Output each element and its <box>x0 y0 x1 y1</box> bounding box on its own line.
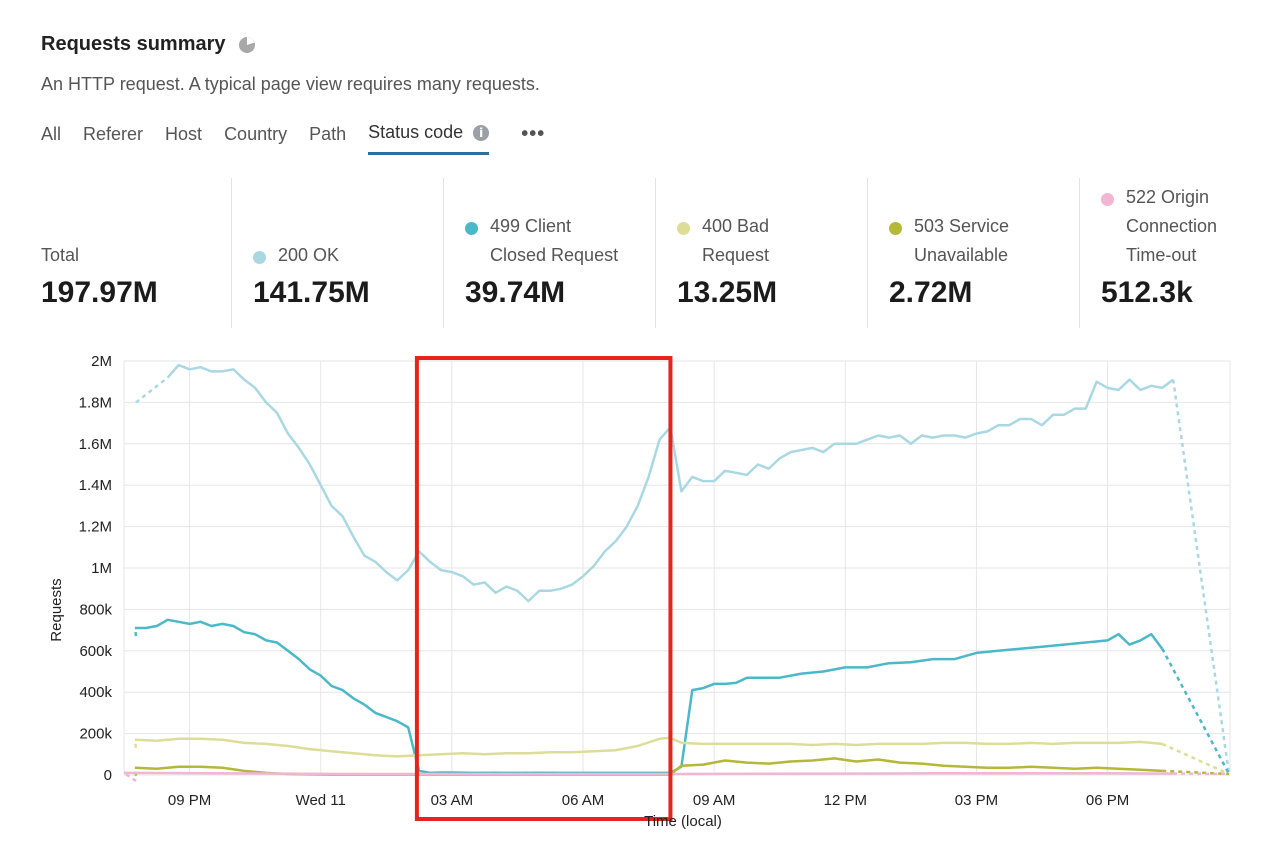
info-icon[interactable]: i <box>473 124 490 141</box>
stats-row: Total 197.97M 200 OK 141.75M 499 Client … <box>41 178 1241 328</box>
y-tick-label: 200k <box>79 726 112 743</box>
requests-line-chart[interactable]: 0 200k 400k 600k 800k 1M 1.2M 1.4M 1.6M 1.8M 2M 09… <box>0 340 1280 860</box>
tab-all[interactable]: All <box>41 123 62 144</box>
series-dash-end <box>1171 379 1231 775</box>
y-tick-label: 1.4M <box>79 477 112 494</box>
y-tick-label: 600k <box>79 643 112 660</box>
stat-499[interactable]: 499 Client Closed Request 39.74M <box>465 178 655 328</box>
stat-label-line: 200 OK <box>278 245 340 265</box>
stat-503[interactable]: 503 Service Unavailable 2.72M <box>889 178 1079 328</box>
tab-status-code[interactable]: Status code i <box>368 122 490 155</box>
x-tick-label: Wed 11 <box>296 792 346 809</box>
y-tick-label: 1.8M <box>79 394 112 411</box>
page-subtitle: An HTTP request. A typical page view req… <box>41 74 540 94</box>
stat-divider <box>443 178 444 328</box>
legend-dot <box>1101 193 1114 206</box>
series-lines <box>123 363 1231 782</box>
stat-label-line: Closed Request <box>490 245 619 265</box>
stat-divider <box>655 178 656 328</box>
more-options-icon[interactable]: ••• <box>521 122 546 145</box>
x-tick-label: 06 PM <box>1086 792 1129 809</box>
series-dash-start <box>133 627 138 637</box>
stat-value: 13.25M <box>677 276 778 309</box>
series-dash-end <box>1161 742 1230 776</box>
page-title: Requests summary <box>41 33 226 55</box>
stat-label-line: Time-out <box>1126 245 1197 265</box>
x-tick-label: 12 PM <box>824 792 867 809</box>
chart-title-row: Requests summary <box>41 33 256 56</box>
y-axis: 0 200k 400k 600k 800k 1M 1.2M 1.4M 1.6M 1.8M 2M <box>79 353 113 784</box>
x-axis-title: Time (local) <box>644 813 722 830</box>
stat-522[interactable]: 522 Origin Connection Time-out 512.3k <box>1101 178 1251 328</box>
y-tick-label: 1M <box>91 560 112 577</box>
stat-label-line: Request <box>702 245 770 265</box>
x-tick-label: 03 AM <box>431 792 474 809</box>
legend-dot <box>253 251 266 264</box>
series-dash-start <box>123 771 137 782</box>
stat-label-line: Unavailable <box>914 245 1009 265</box>
y-axis-title: Requests <box>48 578 65 641</box>
stat-label: 503 Service Unavailable <box>914 212 1009 270</box>
series-line-4[interactable] <box>123 771 1174 776</box>
tab-bar: All Referer Host Country Path Status cod… <box>41 122 545 155</box>
stat-value: 39.74M <box>465 276 566 309</box>
tab-referer[interactable]: Referer <box>83 123 144 144</box>
series-dash-end <box>1161 648 1231 775</box>
tab-host[interactable]: Host <box>165 123 203 144</box>
stat-label-line: 522 Origin <box>1126 187 1210 207</box>
stat-label: 200 OK <box>278 241 339 270</box>
x-tick-label: 09 AM <box>693 792 736 809</box>
y-tick-label: 400k <box>79 684 112 701</box>
x-tick-label: 09 PM <box>168 792 211 809</box>
stat-total[interactable]: Total 197.97M <box>41 178 231 328</box>
stat-divider <box>1079 178 1080 328</box>
x-tick-label: 03 PM <box>955 792 998 809</box>
stat-divider <box>867 178 868 328</box>
legend-dot <box>677 222 690 235</box>
y-tick-label: 800k <box>79 601 112 618</box>
stat-label: Total <box>41 245 80 265</box>
stat-label: 400 Bad Request <box>702 212 769 270</box>
x-tick-label: 06 AM <box>562 792 605 809</box>
legend-dot <box>465 222 478 235</box>
series-dash-start <box>135 376 169 404</box>
x-axis: 09 PM Wed 11 03 AM 06 AM 09 AM 12 PM 03 PM 06 P… <box>168 792 1129 809</box>
y-tick-label: 1.2M <box>79 519 112 536</box>
chart-grid <box>123 360 1231 776</box>
stat-400[interactable]: 400 Bad Request 13.25M <box>677 178 867 328</box>
pie-chart-icon[interactable] <box>238 36 256 54</box>
stat-200-ok[interactable]: 200 OK 141.75M <box>253 178 443 328</box>
stat-label: 522 Origin Connection Time-out <box>1126 183 1217 270</box>
y-tick-label: 0 <box>104 767 112 784</box>
stat-value: 2.72M <box>889 276 973 309</box>
series-dash-start <box>133 767 138 776</box>
stat-label-line: 400 Bad <box>702 216 770 236</box>
stat-label-line: 499 Client <box>490 216 572 236</box>
stat-value: 197.97M <box>41 276 158 309</box>
stat-value: 141.75M <box>253 276 370 309</box>
stat-value: 512.3k <box>1101 276 1193 309</box>
highlight-box <box>414 356 673 821</box>
series-dash-end <box>1162 769 1230 776</box>
series-line-1[interactable] <box>134 618 1164 775</box>
stat-divider <box>231 178 232 328</box>
tab-status-code-label: Status code <box>368 122 464 142</box>
stat-label: 499 Client Closed Request <box>490 212 618 270</box>
y-tick-label: 2M <box>91 353 112 370</box>
y-tick-label: 1.6M <box>79 436 112 453</box>
stat-label-line: Connection <box>1126 216 1218 236</box>
stat-label-line: 503 Service <box>914 216 1010 236</box>
series-line-2[interactable] <box>134 736 1163 758</box>
tab-path[interactable]: Path <box>309 123 347 144</box>
legend-dot <box>889 222 902 235</box>
tab-country[interactable]: Country <box>224 123 288 144</box>
series-dash-start <box>133 739 138 748</box>
